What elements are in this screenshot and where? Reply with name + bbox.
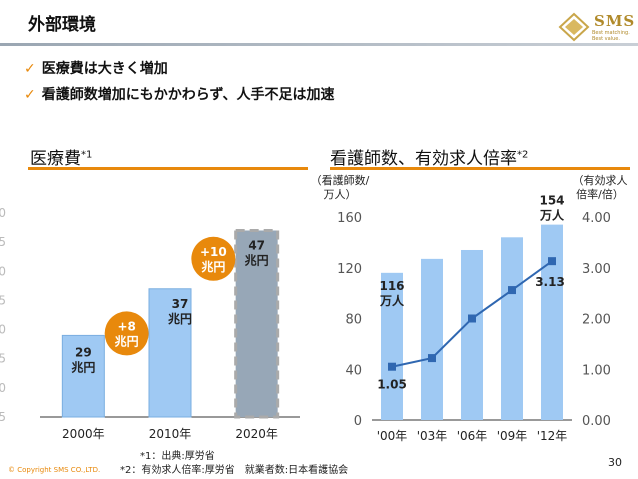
- data-label: 116 万人: [379, 279, 405, 308]
- y-tick-label: 45: [0, 235, 6, 249]
- data-label: 3.13: [535, 275, 565, 289]
- bullet-text: 看護師数増加にもかかわらず、人手不足は加速: [41, 87, 335, 103]
- right-section-title: 看護師数、有効求人倍率*2: [330, 144, 528, 169]
- increase-label: +8 兆円: [115, 319, 139, 348]
- data-label: 37 兆円: [168, 297, 192, 326]
- increase-label: +10 兆円: [200, 245, 227, 274]
- ratio-marker: [428, 354, 436, 363]
- data-label: 29 兆円: [71, 345, 95, 374]
- bar-2020年: [234, 228, 280, 419]
- data-label: 154 万人: [539, 194, 565, 223]
- right-tick-label: 2.00: [582, 313, 611, 328]
- ratio-marker: [548, 257, 556, 266]
- bar-'09年: [501, 237, 523, 420]
- x-tick-label: 2020年: [235, 427, 278, 441]
- bar-'00年: [381, 272, 403, 420]
- nurse-ratio-chart: （看護師数/万人） （有効求人倍率/倍） 0 40 80 120 160 0.00 1.00 2.…: [311, 173, 628, 443]
- x-tick-label: '03年: [417, 429, 448, 443]
- x-tick-label: '06年: [457, 429, 488, 443]
- left-tick-label: 120: [337, 262, 362, 277]
- left-section-title: 医療費*1: [30, 144, 92, 169]
- logo-diamond-icon: [558, 12, 590, 42]
- y-tick-label: 15: [0, 410, 6, 424]
- right-tick-label: 0.00: [582, 414, 611, 429]
- left-tick-label: 80: [345, 313, 362, 328]
- increase-circle: [191, 236, 236, 281]
- bar-'06年: [461, 249, 483, 420]
- checkmark-icon: ✓: [24, 87, 36, 103]
- right-section-underline: [330, 167, 630, 170]
- y-tick-label: 25: [0, 352, 6, 366]
- footnote-1: *1：出典:厚労省: [140, 451, 215, 462]
- data-label: 1.05: [377, 378, 407, 392]
- ratio-marker: [468, 314, 476, 323]
- y-tick-label: 40: [0, 264, 6, 278]
- right-tick-label: 1.00: [582, 363, 611, 378]
- bar-'12年: [541, 224, 563, 420]
- bullet-item: ✓ 看護師数増加にもかかわらず、人手不足は加速: [24, 84, 334, 104]
- right-axis-title: （有効求人倍率/倍）: [573, 173, 628, 201]
- right-tick-label: 3.00: [582, 262, 611, 277]
- y-tick-label: 35: [0, 293, 6, 307]
- checkmark-icon: ✓: [24, 61, 36, 77]
- left-tick-label: 0: [354, 414, 362, 429]
- x-tick-label: 2010年: [149, 427, 192, 441]
- left-tick-label: 160: [337, 211, 362, 226]
- right-section-footnote-mark: *2: [517, 149, 529, 161]
- page-title: 外部環境: [28, 15, 96, 35]
- page-number: 30: [608, 456, 622, 469]
- bar-2010年: [148, 288, 192, 418]
- header-divider: [0, 43, 638, 46]
- left-axis-title: （看護師数/万人）: [311, 173, 370, 201]
- left-section-title-text: 医療費: [30, 149, 81, 169]
- company-logo: [558, 12, 590, 42]
- x-tick-label: 2000年: [62, 427, 105, 441]
- y-tick-label: 50: [0, 206, 6, 220]
- footnote-2: *2：有効求人倍率:厚労省 就業者数:日本看護協会: [120, 465, 349, 476]
- x-tick-label: '09年: [497, 429, 528, 443]
- x-tick-label: '12年: [537, 429, 568, 443]
- bullet-item: ✓ 医療費は大きく増加: [24, 58, 168, 78]
- left-tick-label: 40: [345, 363, 362, 378]
- bar-'03年: [421, 258, 443, 420]
- y-tick-label: 30: [0, 323, 6, 337]
- right-section-title-text: 看護師数、有効求人倍率: [330, 149, 517, 169]
- data-label: 47 兆円: [245, 238, 269, 267]
- logo-tagline: Best matching. Best value.: [592, 30, 630, 42]
- increase-circle: [104, 311, 149, 356]
- left-section-footnote-mark: *1: [81, 149, 93, 161]
- copyright: © Copyright SMS CO.,LTD.: [8, 466, 101, 474]
- left-section-underline: [28, 167, 308, 170]
- y-tick-label: 20: [0, 381, 6, 395]
- bullet-text: 医療費は大きく増加: [41, 61, 168, 77]
- ratio-marker: [508, 286, 516, 295]
- x-tick-label: '00年: [377, 429, 408, 443]
- logo-text: SMS: [594, 12, 636, 30]
- ratio-marker: [388, 362, 396, 371]
- bar-2000年: [61, 334, 105, 418]
- right-tick-label: 4.00: [582, 211, 611, 226]
